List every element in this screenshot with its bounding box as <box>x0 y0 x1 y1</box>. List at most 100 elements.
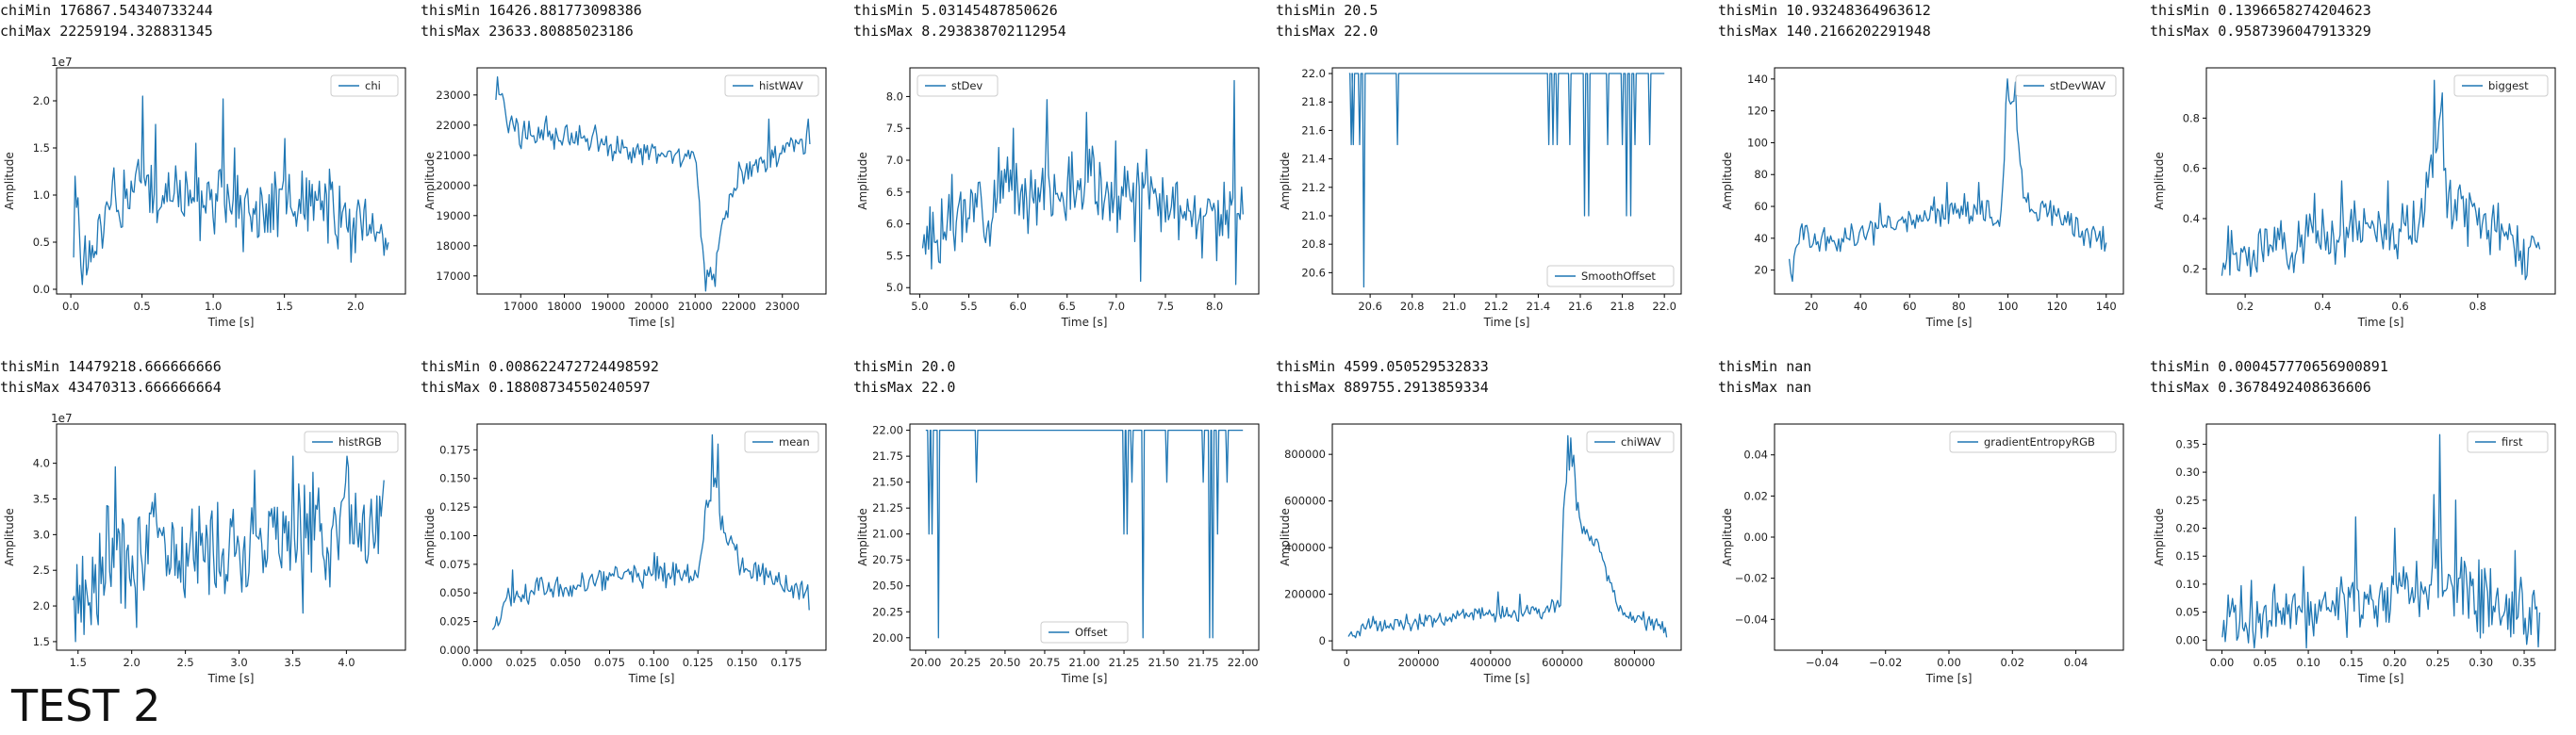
legend-box <box>1546 265 1675 287</box>
plot-frame <box>1331 67 1682 295</box>
y-tick-label: 2.0 <box>33 599 50 612</box>
y-tick-label: 0.6 <box>2183 162 2200 175</box>
x-tick-label: 0.5 <box>133 300 150 313</box>
legend-box <box>2015 74 2117 97</box>
x-tick-label: 0.075 <box>594 656 625 669</box>
stat-max: thisMax nan <box>1718 379 1812 396</box>
legend-box <box>1586 431 1675 453</box>
y-tick-label: 22.0 <box>1301 67 1326 80</box>
series-line-first <box>2221 433 2541 649</box>
stats-readout: thisMin 16426.881773098386 thisMax 23633.… <box>421 0 642 41</box>
series-line-chiWAV <box>1347 434 1668 639</box>
x-axis-label: Time [s] <box>1925 672 1973 685</box>
y-tick-label: 800000 <box>1284 448 1326 461</box>
y-tick-label: 20.8 <box>1301 237 1326 251</box>
x-tick-label: 21.00 <box>1069 656 1100 669</box>
stat-max: thisMax 22.0 <box>853 379 956 396</box>
x-tick-label: 20.6 <box>1358 300 1382 313</box>
series-line-histWAV <box>495 75 811 292</box>
y-tick-label: 0.20 <box>2175 521 2200 534</box>
chart-panel-histRGB: thisMin 14479218.666666666 thisMax 434703… <box>0 356 415 724</box>
x-tick-label: 21.25 <box>1109 656 1140 669</box>
y-tick-label: 7.0 <box>886 154 903 167</box>
x-tick-label: 140 <box>2096 300 2117 313</box>
y-tick-label: 20.75 <box>872 553 903 566</box>
x-tick-label: 20.8 <box>1400 300 1425 313</box>
x-tick-label: 21.6 <box>1568 300 1593 313</box>
x-tick-label: 7.5 <box>1157 300 1174 313</box>
x-tick-label: −0.02 <box>1869 656 1902 669</box>
y-tick-label: 8.0 <box>886 90 903 103</box>
y-tick-label: 0.05 <box>2175 606 2200 619</box>
y-tick-label: 21.8 <box>1301 95 1326 108</box>
plot-frame <box>909 67 1260 295</box>
y-tick-label: 0.050 <box>439 586 471 599</box>
y-tick-label: 1.0 <box>33 188 50 202</box>
x-axis-label: Time [s] <box>2357 672 2404 685</box>
y-tick-label: 0 <box>1319 634 1326 647</box>
y-tick-label: 2.0 <box>33 94 50 107</box>
x-tick-label: 120 <box>2047 300 2068 313</box>
plot-frame <box>56 67 406 295</box>
x-tick-label: 0.150 <box>727 656 758 669</box>
x-tick-label: 0.100 <box>638 656 669 669</box>
x-tick-label: 0.125 <box>683 656 714 669</box>
y-tick-label: 600000 <box>1284 495 1326 508</box>
y-tick-label: 2.5 <box>33 564 50 577</box>
y-tick-label: 400000 <box>1284 541 1326 554</box>
x-tick-label: 600000 <box>1542 656 1583 669</box>
stat-max: thisMax 23633.80885023186 <box>421 23 634 40</box>
stats-readout: thisMin 0.008622472724498592 thisMax 0.18… <box>421 356 659 398</box>
chart-panel-stDevWAV: thisMin 10.93248364963612 thisMax 140.216… <box>1718 0 2133 368</box>
x-axis-label: Time [s] <box>1925 316 1973 329</box>
y-tick-label: 0.175 <box>439 443 471 456</box>
x-tick-label: 0.6 <box>2391 300 2408 313</box>
y-axis-label: Amplitude <box>3 508 16 566</box>
y-tick-label: 21.00 <box>872 528 903 541</box>
x-tick-label: 2.5 <box>176 656 193 669</box>
y-tick-label: 20 <box>1754 264 1768 277</box>
x-tick-label: 0.8 <box>2469 300 2486 313</box>
legend-label: chi <box>365 79 381 92</box>
plot-frame <box>909 423 1260 651</box>
y-tick-label: 20.25 <box>872 605 903 618</box>
plot-frame <box>56 423 406 651</box>
legend-box <box>724 74 819 97</box>
legend-label: biggest <box>2488 79 2529 92</box>
chart-stDev: 5.0 5.5 6.0 6.5 7.0 7.5 8.0 5.0 5.5 6.0 6.5 7.0 7.5 8… <box>856 67 1260 329</box>
y-tick-label: 0.100 <box>439 529 471 542</box>
x-tick-label: 0.35 <box>2512 656 2536 669</box>
y-tick-label: 140 <box>1747 73 1768 86</box>
x-tick-label: 6.0 <box>1009 300 1026 313</box>
x-axis-label: Time [s] <box>207 316 255 329</box>
chart-SmoothOffset: 20.6 20.8 21.0 21.2 21.4 21.6 21.8 22.0 20.6 20.8… <box>1279 67 1682 329</box>
x-tick-label: 0.00 <box>2210 656 2235 669</box>
legend-label: histRGB <box>339 435 382 449</box>
x-tick-label: 200000 <box>1398 656 1440 669</box>
y-tick-label: 0.025 <box>439 615 471 629</box>
y-tick-label: 21.6 <box>1301 123 1326 137</box>
chart-panel-biggest: thisMin 0.1396658274204623 thisMax 0.9587… <box>2150 0 2565 368</box>
x-tick-label: 1.0 <box>205 300 222 313</box>
legend-label: SmoothOffset <box>1581 270 1656 283</box>
y-tick-label: 4.0 <box>33 457 50 470</box>
stat-min: thisMin 0.000457770656900891 <box>2150 358 2388 375</box>
x-tick-label: 20.75 <box>1029 656 1060 669</box>
chart-panel-chiWAV: thisMin 4599.050529532833 thisMax 889755.… <box>1276 356 1691 724</box>
x-tick-label: 0.0 <box>62 300 79 313</box>
y-tick-label: 0.04 <box>1743 449 1768 462</box>
y-tick-label: 80 <box>1754 168 1768 181</box>
y-tick-label: 21.2 <box>1301 181 1326 194</box>
x-tick-label: 0 <box>1344 656 1350 669</box>
legend: chiWAV <box>1586 431 1675 453</box>
legend: histRGB <box>304 431 399 453</box>
y-tick-label: 0.10 <box>2175 578 2200 591</box>
legend-box <box>916 74 999 97</box>
y-tick-label: 0.5 <box>33 236 50 249</box>
x-tick-label: 18000 <box>547 300 582 313</box>
y-tick-label: 22.00 <box>872 424 903 437</box>
y-tick-label: 21.50 <box>872 476 903 489</box>
stat-max: thisMax 140.2166202291948 <box>1718 23 1931 40</box>
stat-max: thisMax 889755.2913859334 <box>1276 379 1489 396</box>
stats-readout: thisMin 4599.050529532833 thisMax 889755.… <box>1276 356 1489 398</box>
